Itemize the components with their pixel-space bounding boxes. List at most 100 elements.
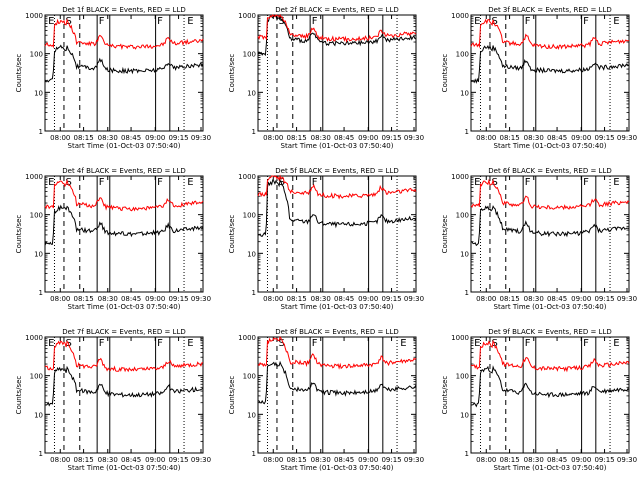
y-tick-label: 100: [243, 212, 256, 220]
y-tick-label: 10: [247, 411, 256, 419]
x-tick-label: 08:00: [476, 134, 496, 142]
x-tick-label: 09:15: [168, 295, 188, 303]
interval-label: E: [613, 177, 619, 188]
x-tick-label: 09:00: [571, 456, 591, 464]
interval-label: S: [66, 16, 72, 27]
x-tick-label: 08:00: [263, 456, 283, 464]
x-tick-label: 09:30: [617, 134, 637, 142]
x-tick-label: 09:15: [594, 456, 614, 464]
y-tick-label: 1000: [451, 173, 469, 181]
x-tick-label: 09:15: [381, 134, 401, 142]
chart-panel-3: Det 3f BLACK = Events, RED = LLD 1 10 100 10…: [441, 6, 637, 150]
interval-label: E: [48, 177, 54, 188]
y-tick-label: 1000: [25, 12, 43, 20]
x-tick-label: 09:00: [571, 295, 591, 303]
x-tick-label: 08:15: [73, 134, 93, 142]
x-tick-label: 09:15: [594, 295, 614, 303]
x-tick-label: 08:45: [547, 456, 567, 464]
interval-label: E: [613, 16, 619, 27]
x-tick-label: 09:00: [145, 456, 165, 464]
x-tick-label: 08:00: [263, 134, 283, 142]
y-axis-label: Counts/sec: [441, 376, 449, 415]
x-tick-label: 08:00: [476, 295, 496, 303]
x-tick-label: 09:15: [381, 295, 401, 303]
series-line-lld: [257, 174, 417, 200]
chart-panel-6: Det 6f BLACK = Events, RED = LLD 1 10 100 10…: [441, 167, 637, 311]
x-axis-label: Start Time (01-Oct-03 07:50:40): [68, 464, 181, 472]
y-tick-label: 100: [456, 373, 469, 381]
y-axis-label: Counts/sec: [228, 376, 236, 415]
x-axis-label: Start Time (01-Oct-03 07:50:40): [494, 142, 607, 150]
x-tick-label: 09:30: [404, 295, 424, 303]
interval-label: E: [187, 16, 193, 27]
x-tick-label: 09:00: [145, 295, 165, 303]
x-tick-label: 08:30: [311, 456, 331, 464]
plot-frame: [470, 14, 630, 132]
y-tick-label: 100: [456, 212, 469, 220]
interval-label: F: [583, 177, 589, 188]
interval-label: F: [583, 338, 589, 349]
x-tick-label: 08:30: [98, 456, 118, 464]
x-tick-label: 09:30: [191, 134, 211, 142]
interval-label: F: [157, 338, 163, 349]
chart-panel-1: Det 1f BLACK = Events, RED = LLD 1 10 100 10…: [15, 6, 211, 150]
series-line-events: [470, 365, 630, 408]
y-tick-label: 10: [34, 250, 43, 258]
y-tick-label: 1: [465, 128, 469, 136]
x-tick-label: 08:45: [334, 456, 354, 464]
chart-panel-4: Det 4f BLACK = Events, RED = LLD 1 10 100 10…: [15, 167, 211, 311]
chart-panel-5: Det 5f BLACK = Events, RED = LLD 1 10 100 10…: [228, 167, 424, 311]
chart-title: Det 8f BLACK = Events, RED = LLD: [275, 328, 398, 336]
x-tick-label: 08:30: [524, 134, 544, 142]
chart-title: Det 7f BLACK = Events, RED = LLD: [62, 328, 185, 336]
y-tick-label: 100: [243, 51, 256, 59]
x-axis-label: Start Time (01-Oct-03 07:50:40): [68, 303, 181, 311]
x-tick-label: 08:30: [311, 295, 331, 303]
plot-frame: [257, 175, 417, 293]
x-tick-label: 09:30: [191, 456, 211, 464]
y-tick-label: 10: [460, 250, 469, 258]
x-tick-label: 08:45: [334, 134, 354, 142]
x-tick-label: 08:30: [524, 295, 544, 303]
interval-label: F: [312, 177, 318, 188]
interval-label: E: [474, 177, 480, 188]
series-line-lld: [470, 18, 629, 51]
interval-label: E: [48, 16, 54, 27]
series-line-events: [257, 179, 417, 237]
x-tick-label: 09:00: [571, 134, 591, 142]
x-axis-label: Start Time (01-Oct-03 07:50:40): [68, 142, 181, 150]
plot-frame: [470, 175, 630, 293]
x-tick-label: 09:00: [358, 456, 378, 464]
interval-label: S: [66, 177, 72, 188]
x-tick-label: 08:30: [98, 134, 118, 142]
y-tick-label: 100: [30, 373, 43, 381]
y-axis-label: Counts/sec: [441, 54, 449, 93]
y-tick-label: 10: [247, 89, 256, 97]
interval-label: E: [474, 16, 480, 27]
chart-title: Det 5f BLACK = Events, RED = LLD: [275, 167, 398, 175]
chart-panel-9: Det 9f BLACK = Events, RED = LLD 1 10 100 10…: [441, 328, 637, 472]
y-tick-label: 100: [30, 212, 43, 220]
x-axis-label: Start Time (01-Oct-03 07:50:40): [494, 464, 607, 472]
y-tick-label: 100: [456, 51, 469, 59]
x-tick-label: 08:45: [547, 134, 567, 142]
x-tick-label: 08:15: [499, 456, 519, 464]
interval-label: F: [157, 177, 163, 188]
interval-label: F: [312, 338, 318, 349]
interval-label: E: [187, 338, 193, 349]
y-tick-label: 100: [30, 51, 43, 59]
x-tick-label: 09:15: [594, 134, 614, 142]
y-axis-label: Counts/sec: [228, 54, 236, 93]
x-axis-label: Start Time (01-Oct-03 07:50:40): [281, 142, 394, 150]
x-tick-label: 08:00: [50, 295, 70, 303]
plot-frame: [470, 336, 630, 454]
x-tick-label: 08:45: [121, 295, 141, 303]
x-tick-label: 09:00: [145, 134, 165, 142]
y-tick-label: 1000: [451, 12, 469, 20]
series-line-events: [257, 360, 417, 405]
series-line-lld: [44, 18, 204, 51]
x-tick-label: 08:45: [547, 295, 567, 303]
y-axis-label: Counts/sec: [15, 215, 23, 254]
interval-label: F: [99, 338, 105, 349]
x-tick-label: 09:00: [358, 295, 378, 303]
